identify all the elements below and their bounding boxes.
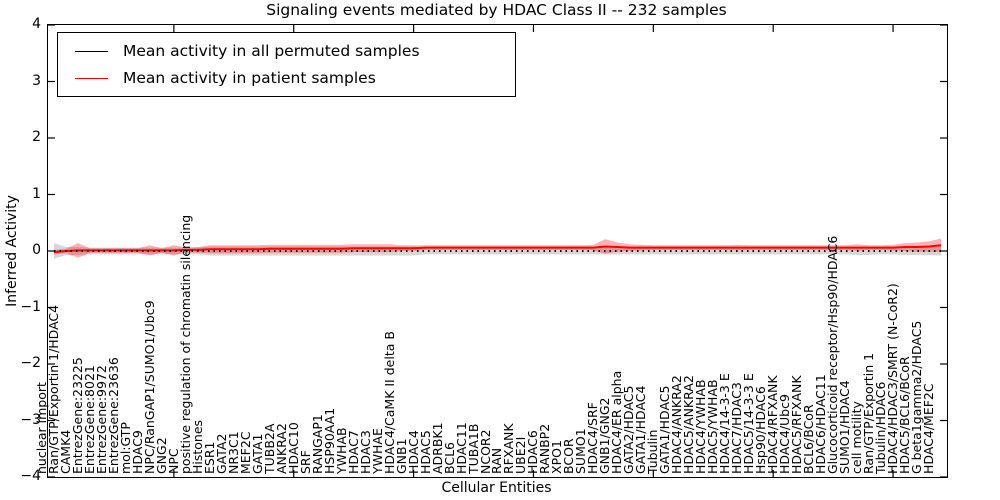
y-tick-label: 1 (32, 185, 41, 202)
chart-title: Signaling events mediated by HDAC Class … (266, 1, 727, 19)
x-axis-label: Cellular Entities (441, 480, 552, 496)
legend-label-permuted: Mean activity in all permuted samples (123, 42, 420, 60)
patient-mean-line (53, 244, 942, 254)
y-tick-label: 3 (32, 72, 41, 89)
y-tick-label: −2 (20, 355, 41, 371)
legend: Mean activity in all permuted samples Me… (57, 32, 516, 97)
chart-canvas (48, 25, 947, 477)
legend-item-permuted: Mean activity in all permuted samples (75, 41, 515, 61)
x-tick-label: HDAC4/MEF2C (921, 383, 936, 474)
permuted-band (54, 243, 941, 259)
black-line-sample-icon (75, 50, 108, 52)
legend-label-patient: Mean activity in patient samples (123, 69, 376, 87)
y-tick-label: 0 (32, 242, 41, 258)
legend-item-patient: Mean activity in patient samples (75, 68, 515, 88)
y-tick-label: −3 (20, 411, 41, 428)
y-tick-label: −4 (20, 468, 41, 484)
plot-area: nuclear import Ran/GTP/Exportin 1/HDAC4 CA… (34, 24, 948, 478)
red-line-sample-icon (75, 77, 108, 79)
y-tick-label: 4 (32, 16, 41, 32)
y-tick-label: −1 (20, 298, 41, 315)
y-tick-label: 2 (32, 129, 41, 145)
